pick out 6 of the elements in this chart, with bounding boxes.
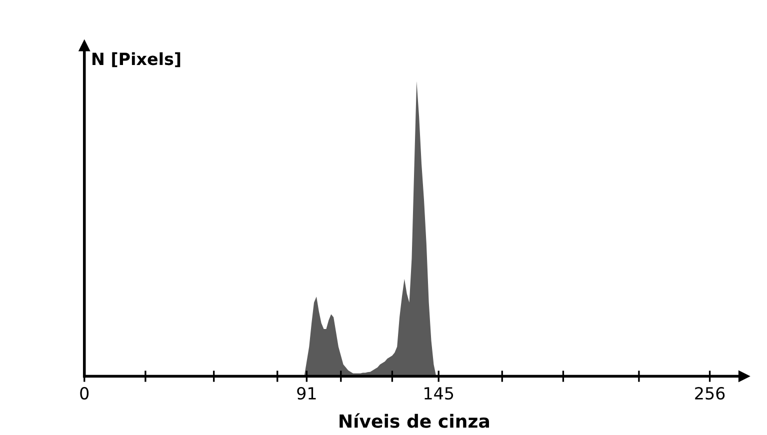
x-axis-title: Níveis de cinza [340, 413, 489, 428]
x-tick-label: 145 [424, 387, 454, 400]
x-tick-label: 0 [80, 386, 89, 400]
x-tick-label: 91 [297, 386, 316, 400]
y-axis-title: N [Pixels] [92, 52, 180, 68]
x-tick-label: 256 [695, 386, 725, 400]
